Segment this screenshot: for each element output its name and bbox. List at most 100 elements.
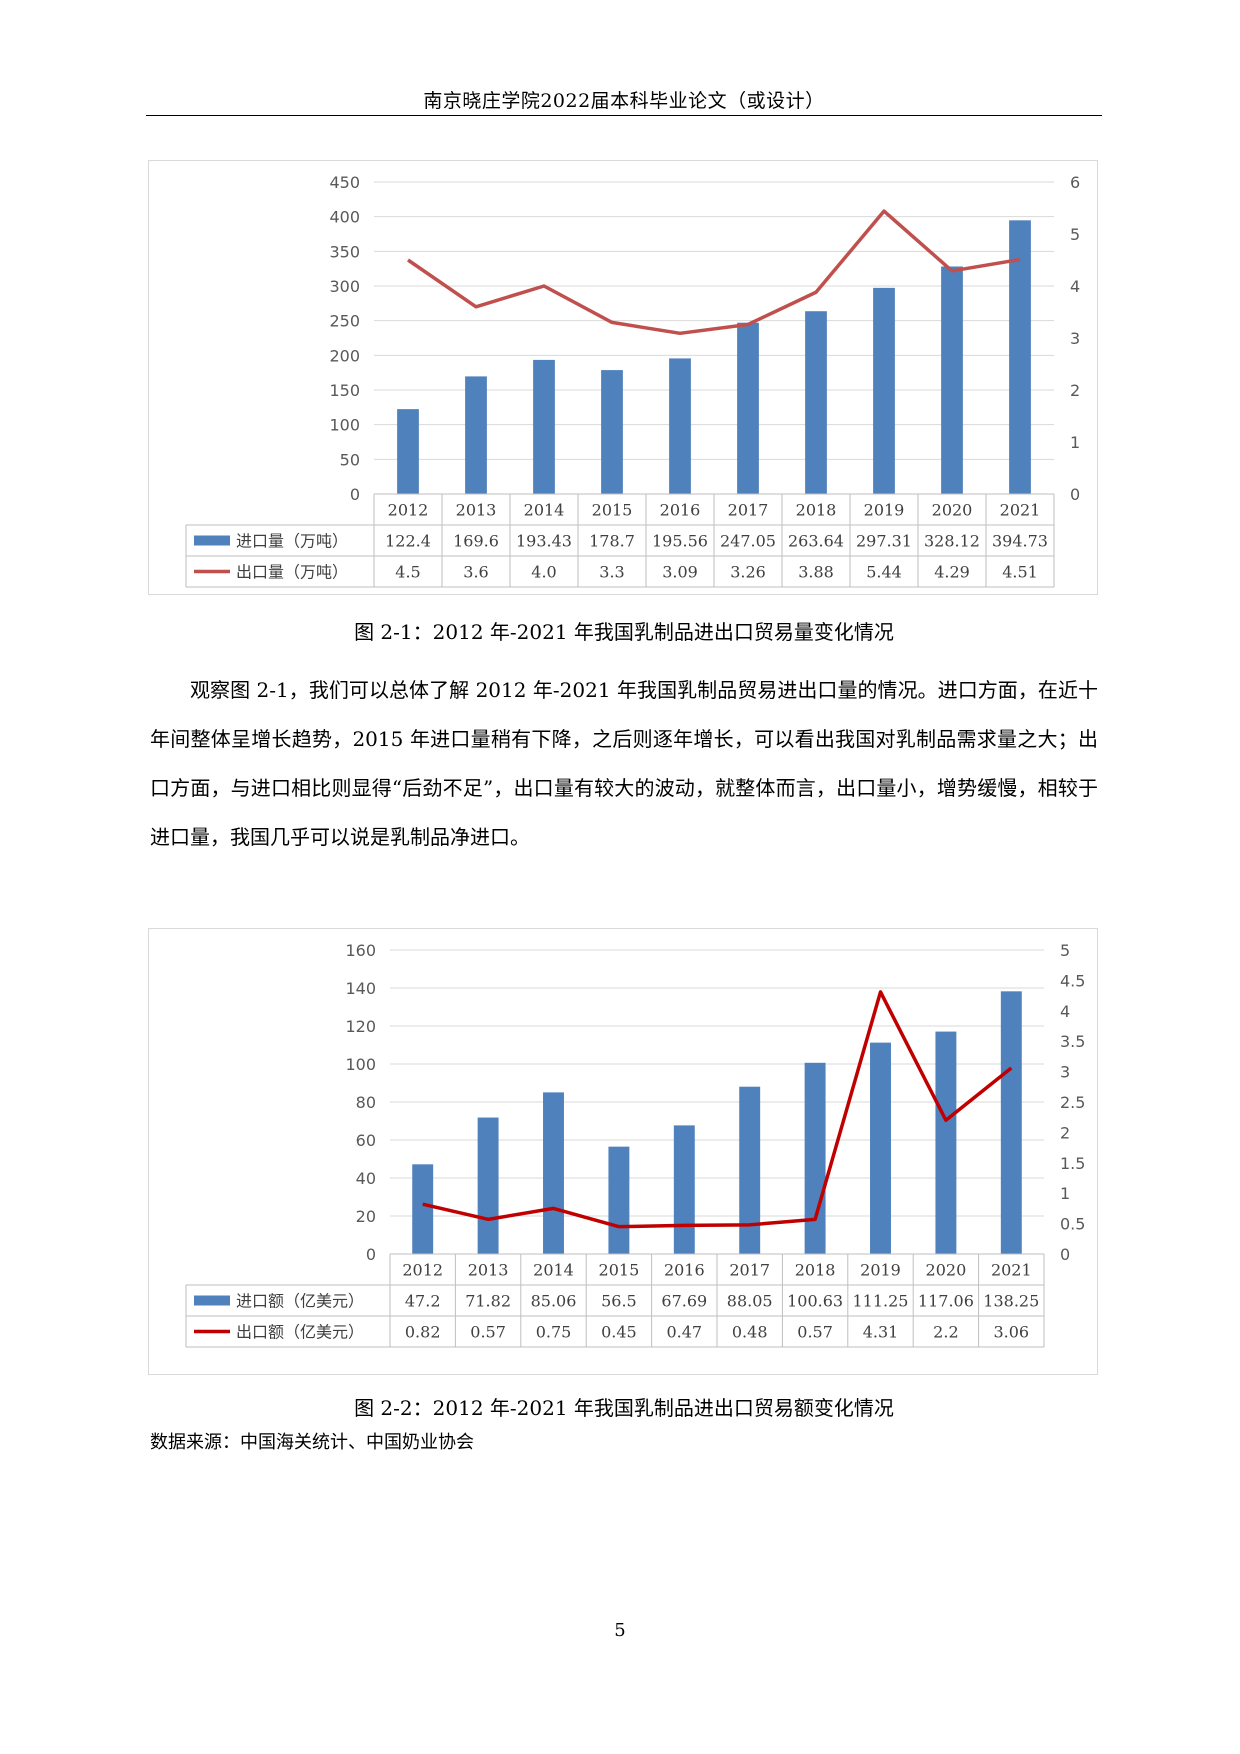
x-category-label: 2019 bbox=[864, 501, 905, 520]
data-label-import: 138.25 bbox=[983, 1292, 1039, 1311]
y-left-tick-label: 350 bbox=[329, 242, 360, 261]
y-right-tick-label: 0 bbox=[1070, 485, 1080, 504]
bar-import bbox=[669, 358, 691, 494]
y-right-tick-label: 4 bbox=[1060, 1002, 1070, 1021]
data-label-import: 71.82 bbox=[465, 1292, 511, 1311]
bar-import bbox=[608, 1146, 630, 1254]
y-right-tick-label: 6 bbox=[1070, 173, 1080, 192]
figure-import-export-value: 0 20 40 60 80 100 120 140 160 0 0.5 1 1.5 2 2.5 3 3.5 4 4.… bbox=[148, 928, 1098, 1375]
y-left-tick-label: 200 bbox=[329, 346, 360, 365]
bar-import bbox=[543, 1092, 564, 1254]
data-label-export: 0.47 bbox=[666, 1323, 702, 1342]
page-number: 5 bbox=[614, 1620, 626, 1641]
x-category-label: 2020 bbox=[926, 1261, 967, 1280]
line-export bbox=[422, 990, 1013, 1229]
data-label-import: 122.4 bbox=[385, 532, 431, 551]
data-label-import: 328.12 bbox=[924, 532, 980, 551]
x-category-label: 2013 bbox=[456, 501, 497, 520]
legend-swatch-import bbox=[194, 535, 230, 546]
y-left-tick-label: 0 bbox=[366, 1245, 376, 1264]
bar-import bbox=[477, 1117, 499, 1254]
bar-import bbox=[673, 1125, 695, 1254]
data-label-export: 4.51 bbox=[1002, 563, 1038, 582]
y-left-tick-label: 450 bbox=[329, 173, 360, 192]
data-source-note: 数据来源：中国海关统计、中国奶业协会 bbox=[150, 1432, 474, 1453]
data-label-export: 3.88 bbox=[798, 563, 834, 582]
y-right-tick-label: 2 bbox=[1060, 1123, 1070, 1142]
data-label-import: 67.69 bbox=[661, 1292, 707, 1311]
y-left-tick-label: 160 bbox=[345, 941, 376, 960]
data-label-import: 193.43 bbox=[516, 532, 572, 551]
data-label-import: 88.05 bbox=[727, 1292, 773, 1311]
figure-1-caption: 图 2-1：2012 年-2021 年我国乳制品进出口贸易量变化情况 bbox=[354, 620, 894, 644]
data-label-export: 4.31 bbox=[863, 1323, 899, 1342]
y-left-tick-label: 0 bbox=[350, 485, 360, 504]
legend-label-export: 出口额（亿美元） bbox=[236, 1323, 364, 1342]
y-right-tick-label: 0.5 bbox=[1060, 1215, 1085, 1234]
chart-value: 0 20 40 60 80 100 120 140 160 0 0.5 1 1.5 2 2.5 3 3.5 4 4.… bbox=[185, 941, 1085, 1348]
data-label-export: 3.06 bbox=[993, 1323, 1029, 1342]
y-right-tick-label: 5 bbox=[1070, 225, 1080, 244]
y-left-tick-label: 100 bbox=[345, 1055, 376, 1074]
bar-import bbox=[397, 409, 419, 494]
y-left-tick-label: 250 bbox=[329, 312, 360, 331]
bar-import bbox=[1000, 991, 1022, 1254]
y-right-tick-label: 1.5 bbox=[1060, 1154, 1085, 1173]
data-label-export: 0.57 bbox=[470, 1323, 506, 1342]
data-label-export: 4.29 bbox=[934, 563, 970, 582]
data-label-import: 195.56 bbox=[652, 532, 708, 551]
data-label-import: 394.73 bbox=[992, 532, 1048, 551]
x-category-label: 2014 bbox=[533, 1261, 574, 1280]
bar-import bbox=[870, 1042, 891, 1254]
bar-import bbox=[805, 311, 827, 494]
y-right-tick-label: 5 bbox=[1060, 941, 1070, 960]
bar-import bbox=[935, 1031, 957, 1254]
data-label-export: 0.57 bbox=[797, 1323, 833, 1342]
y-left-tick-label: 300 bbox=[329, 277, 360, 296]
x-category-label: 2014 bbox=[524, 501, 565, 520]
data-label-import: 297.31 bbox=[856, 532, 912, 551]
bar-import bbox=[873, 287, 895, 494]
y-right-tick-label: 4 bbox=[1070, 277, 1080, 296]
legend-label-export: 出口量（万吨） bbox=[236, 563, 348, 582]
data-label-import: 247.05 bbox=[720, 532, 776, 551]
y-right-tick-label: 3 bbox=[1070, 329, 1080, 348]
y-left-tick-label: 40 bbox=[356, 1169, 376, 1188]
bar-import bbox=[737, 322, 759, 494]
y-right-tick-label: 3.5 bbox=[1060, 1032, 1085, 1051]
x-category-label: 2012 bbox=[402, 1261, 443, 1280]
header-rule bbox=[146, 115, 1102, 116]
data-label-import: 85.06 bbox=[531, 1292, 577, 1311]
x-category-label: 2017 bbox=[728, 501, 769, 520]
data-label-export: 4.5 bbox=[395, 563, 420, 582]
y-left-tick-label: 120 bbox=[345, 1017, 376, 1036]
bar-import bbox=[739, 1086, 761, 1254]
legend-label-import: 进口额（亿美元） bbox=[236, 1292, 364, 1311]
y-left-tick-label: 20 bbox=[356, 1207, 376, 1226]
data-label-export: 5.44 bbox=[866, 563, 902, 582]
bar-import bbox=[465, 376, 487, 494]
y-right-tick-label: 1 bbox=[1060, 1184, 1070, 1203]
bar-import bbox=[412, 1164, 434, 1254]
x-category-label: 2021 bbox=[1000, 501, 1041, 520]
bar-import bbox=[804, 1062, 826, 1254]
x-category-label: 2021 bbox=[991, 1261, 1032, 1280]
data-label-export: 3.09 bbox=[662, 563, 698, 582]
x-category-label: 2013 bbox=[468, 1261, 509, 1280]
y-left-tick-label: 60 bbox=[356, 1131, 376, 1150]
y-right-tick-label: 2 bbox=[1070, 381, 1080, 400]
y-left-tick-label: 50 bbox=[340, 450, 360, 469]
bar-import bbox=[601, 370, 623, 494]
y-left-tick-label: 400 bbox=[329, 208, 360, 227]
x-category-label: 2017 bbox=[729, 1261, 770, 1280]
legend-label-import: 进口量（万吨） bbox=[236, 532, 348, 551]
y-left-tick-label: 100 bbox=[329, 416, 360, 435]
data-label-import: 169.6 bbox=[453, 532, 499, 551]
x-category-label: 2016 bbox=[664, 1261, 705, 1280]
x-category-label: 2016 bbox=[660, 501, 701, 520]
x-category-label: 2015 bbox=[592, 501, 633, 520]
bar-import bbox=[941, 266, 963, 494]
y-right-tick-label: 4.5 bbox=[1060, 971, 1085, 990]
y-right-tick-label: 1 bbox=[1070, 433, 1080, 452]
data-label-import: 56.5 bbox=[601, 1292, 637, 1311]
